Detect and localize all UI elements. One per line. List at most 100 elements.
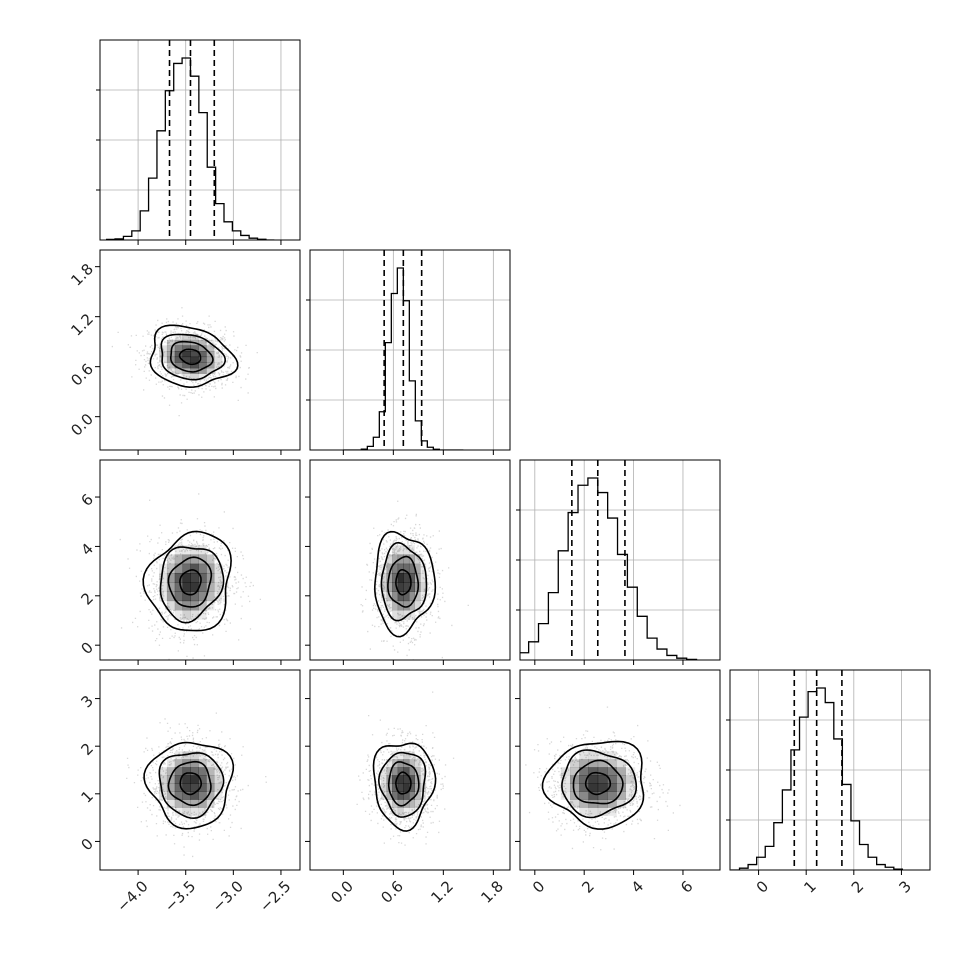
density-bin	[570, 759, 580, 768]
y-tick-label: 0	[78, 638, 97, 657]
density-bin	[607, 751, 617, 760]
density-bin	[616, 759, 626, 768]
density-bin	[560, 775, 571, 784]
density-bin	[616, 783, 626, 792]
density-bin	[174, 591, 184, 602]
density-bin	[198, 783, 207, 792]
density-bin	[397, 545, 404, 555]
density-bin	[408, 572, 415, 583]
density-bin	[206, 791, 215, 800]
density-bin	[174, 807, 184, 816]
density-bin	[397, 783, 404, 792]
contour-line	[143, 741, 235, 830]
density-bin	[408, 600, 415, 611]
density-bin	[616, 767, 626, 776]
density-bin	[579, 807, 589, 816]
density-bin	[214, 572, 223, 583]
x-tick-label: 3	[896, 877, 915, 896]
density-layer	[525, 706, 681, 851]
density-bin	[214, 767, 223, 776]
density-bin	[588, 767, 599, 776]
y-tick-label: 1.8	[67, 260, 97, 290]
density-bin	[386, 582, 393, 592]
density-bin	[174, 351, 184, 358]
density-bin	[408, 582, 415, 592]
y-tick-label: 1	[78, 787, 97, 806]
panel-frame	[729, 669, 931, 871]
density-bin	[166, 339, 176, 346]
density-layer	[360, 500, 469, 660]
density-bin	[198, 572, 207, 583]
density-bin	[408, 591, 415, 602]
density-bin	[625, 767, 636, 776]
histogram-3	[730, 687, 904, 870]
sample-points	[111, 307, 258, 417]
density-bin	[607, 767, 617, 776]
density-bin	[159, 783, 168, 792]
density-bin	[397, 807, 404, 816]
density-bin	[597, 807, 608, 816]
density-bin	[570, 783, 580, 792]
contour-line	[179, 569, 202, 596]
sample-points	[356, 691, 455, 846]
density-bin	[159, 345, 168, 352]
density-bin	[403, 554, 410, 565]
panel-frame	[309, 459, 511, 661]
x-tick-label: 1.8	[477, 877, 507, 907]
y-tick-label: 0	[78, 835, 97, 854]
density-bin	[625, 783, 636, 792]
density-bin	[198, 545, 207, 555]
panel-frame	[99, 39, 301, 241]
y-tick-label: 6	[78, 490, 97, 509]
contour-line	[170, 340, 214, 373]
panel-frame	[99, 669, 301, 871]
density-bin	[190, 591, 199, 602]
density-bin	[414, 591, 421, 602]
density-bin	[174, 545, 184, 555]
density-bin	[206, 345, 215, 352]
density-bin	[392, 791, 399, 800]
density-bin	[397, 759, 404, 768]
density-bin	[214, 791, 223, 800]
density-bin	[174, 345, 184, 352]
x-tick-label: 6	[677, 877, 696, 896]
y-tick-label: 3	[78, 692, 97, 711]
density-bin	[392, 591, 399, 602]
density-bin	[420, 582, 427, 592]
panel-3-0: 0 1 2 3 −4.0 −3.5 −3.0 −2.5	[78, 669, 301, 916]
density-layer	[111, 307, 258, 417]
density-bin	[616, 791, 626, 800]
density-bin	[174, 799, 184, 808]
density-bin	[560, 791, 571, 800]
density-bin	[198, 775, 207, 784]
density-bin	[166, 791, 176, 800]
density-bin	[190, 582, 199, 592]
density-bin	[607, 783, 617, 792]
density-bin	[588, 783, 599, 792]
contour-line	[561, 749, 638, 819]
density-bin	[403, 610, 410, 620]
density-bin	[190, 791, 199, 800]
density-bin	[408, 759, 415, 768]
x-tick-label: 4	[628, 877, 647, 896]
contour-line	[380, 541, 428, 622]
density-bin	[198, 799, 207, 808]
density-bin	[166, 367, 176, 374]
density-bin	[190, 554, 199, 565]
density-bin	[166, 362, 176, 369]
density-bin	[392, 545, 399, 555]
density-bin	[607, 759, 617, 768]
density-bin	[570, 767, 580, 776]
density-bin	[190, 345, 199, 352]
density-bin	[380, 767, 387, 776]
density-bin	[182, 345, 191, 352]
density-bin	[166, 783, 176, 792]
density-bin	[380, 775, 387, 784]
density-bin	[414, 767, 421, 776]
density-bin	[206, 356, 215, 363]
histogram-1	[343, 267, 464, 450]
density-bin	[166, 775, 176, 784]
density-bin	[570, 775, 580, 784]
density-bin	[166, 554, 176, 565]
